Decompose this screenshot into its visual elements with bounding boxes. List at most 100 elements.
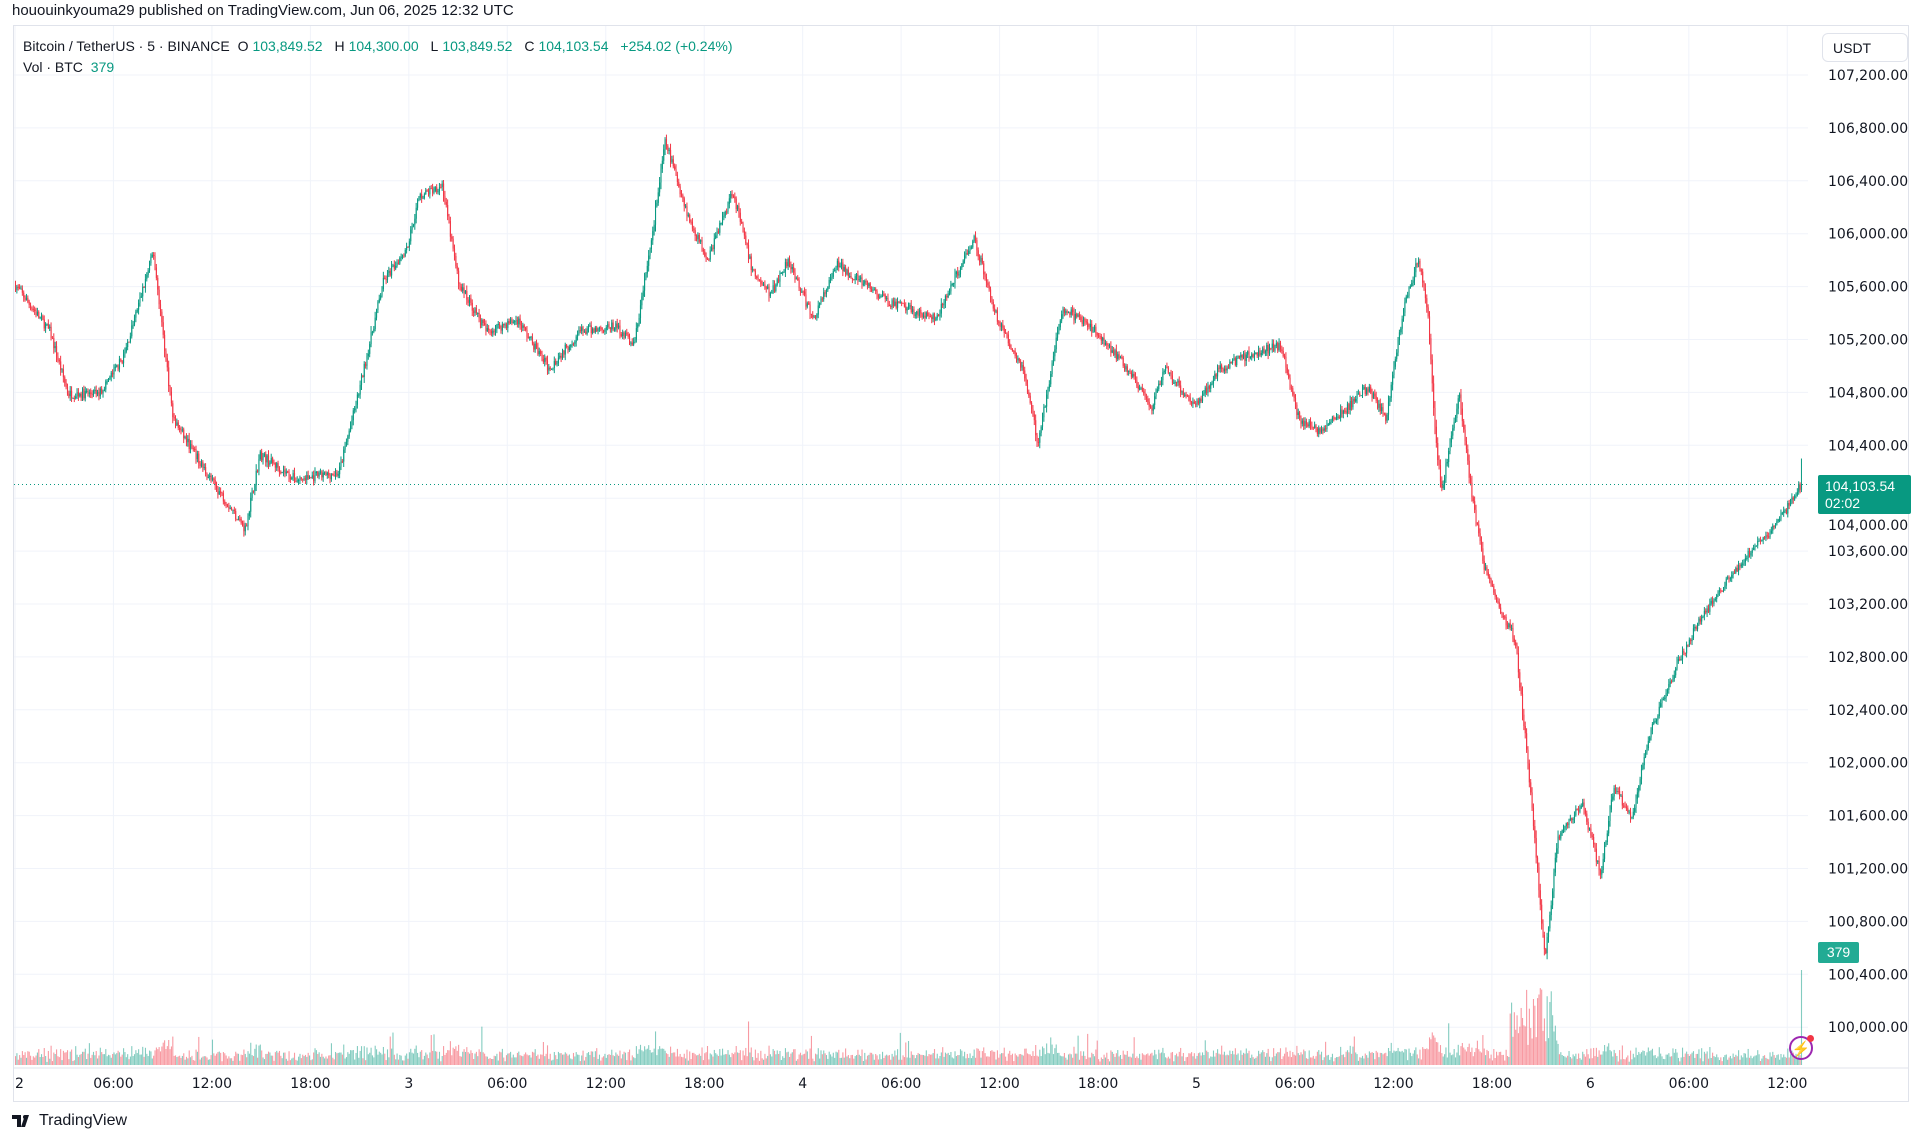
volume-bar (497, 1060, 499, 1065)
candle-body (173, 417, 175, 419)
volume-bar (1122, 1050, 1124, 1065)
ohlc-close: C 104,103.54 (524, 38, 609, 54)
candle-body (955, 271, 957, 275)
volume-bar (1681, 1047, 1684, 1065)
volume-bar (1288, 1056, 1290, 1065)
candle-body (891, 300, 893, 307)
volume-bar (217, 1052, 219, 1065)
candle-body (1221, 365, 1223, 369)
candle-body (456, 265, 458, 271)
candle-body (1314, 425, 1316, 428)
tradingview-logo[interactable]: TradingView (12, 1112, 127, 1130)
time-tick-label: 6 (1586, 1076, 1595, 1092)
candle-body (1367, 388, 1369, 392)
volume-bar (82, 1051, 84, 1065)
candle-body (1404, 301, 1406, 313)
candle-body (1087, 322, 1089, 327)
candle-body (1628, 811, 1630, 813)
candle-body (356, 394, 358, 405)
candle-body (299, 477, 301, 481)
volume-bar (551, 1060, 553, 1065)
currency-button[interactable]: USDT (1822, 33, 1908, 62)
volume-bar (1035, 1045, 1037, 1065)
volume-bar (99, 1047, 101, 1065)
volume-bar (1106, 1052, 1108, 1065)
chart-pane[interactable] (13, 25, 1909, 1102)
volume-bar (683, 1053, 685, 1065)
symbol-name[interactable]: Bitcoin / TetherUS · 5 · BINANCE (23, 38, 230, 54)
volume-bar (613, 1056, 616, 1065)
candle-body (1233, 358, 1235, 360)
candle-body (973, 236, 975, 242)
volume-bar (1026, 1053, 1029, 1065)
candle-body (421, 193, 423, 199)
candle-body (745, 235, 747, 244)
candle-body (769, 292, 771, 297)
volume-bar (1076, 1053, 1078, 1065)
volume-legend-label[interactable]: Vol · BTC (23, 59, 83, 75)
volume-bar (1694, 1057, 1696, 1065)
volume-bar (1723, 1057, 1725, 1065)
candle-body (1155, 391, 1157, 397)
candle-body (217, 488, 219, 495)
volume-bar (579, 1061, 581, 1065)
volume-bar (88, 1043, 90, 1065)
candle-body (526, 330, 528, 337)
volume-bar (1463, 1047, 1465, 1065)
candle-body (1580, 806, 1582, 808)
candle-body (1464, 429, 1466, 442)
volume-bar (979, 1050, 981, 1065)
volume-bar (458, 1044, 460, 1065)
candle-body (1095, 326, 1097, 333)
volume-bar (135, 1050, 137, 1065)
volume-bar (836, 1052, 838, 1065)
candle-body (557, 357, 559, 364)
price-tick-label: 100,800.00 (1828, 914, 1908, 930)
volume-bar (1359, 1057, 1361, 1065)
volume-bar (671, 1053, 673, 1065)
volume-bar (890, 1059, 892, 1065)
volume-bar (935, 1058, 937, 1065)
volume-bar (1412, 1053, 1414, 1065)
volume-bar (441, 1056, 443, 1065)
candle-body (325, 472, 327, 476)
candle-body (1784, 509, 1786, 511)
volume-bar (1155, 1054, 1157, 1065)
volume-bar (154, 1050, 156, 1065)
candle-body (460, 286, 462, 291)
volume-bar (719, 1049, 721, 1065)
candle-body (410, 229, 412, 242)
volume-bar (278, 1050, 281, 1065)
candle-body (734, 196, 736, 199)
volume-bar (1018, 1054, 1020, 1065)
volume-bar (1312, 1055, 1314, 1065)
candle-body (916, 311, 918, 315)
volume-bar (1755, 1055, 1757, 1065)
volume-bar (627, 1052, 629, 1065)
volume-bar (184, 1059, 186, 1065)
candle-body (503, 323, 505, 326)
candle-body (1151, 408, 1153, 411)
candle-body (259, 451, 261, 460)
candle-body (875, 289, 877, 292)
volume-bar (1337, 1057, 1339, 1065)
candle-body (1435, 426, 1437, 443)
candle-body (196, 453, 198, 460)
volume-bar (1177, 1056, 1179, 1065)
candle-body (1301, 420, 1303, 424)
candle-body (1564, 826, 1566, 829)
candle-body (1534, 826, 1536, 838)
volume-bar (597, 1058, 599, 1065)
candle-body (350, 425, 352, 431)
lightning-alert-icon[interactable]: ⚡ (1789, 1035, 1814, 1060)
candle-body (1274, 345, 1276, 351)
volume-bar (362, 1058, 364, 1065)
volume-bar (1762, 1055, 1764, 1065)
volume-bar (1236, 1054, 1238, 1065)
volume-bar (872, 1054, 874, 1065)
candle-body (609, 327, 611, 330)
candle-body (284, 469, 286, 474)
volume-bar (1050, 1037, 1052, 1065)
candle-body (191, 443, 193, 449)
